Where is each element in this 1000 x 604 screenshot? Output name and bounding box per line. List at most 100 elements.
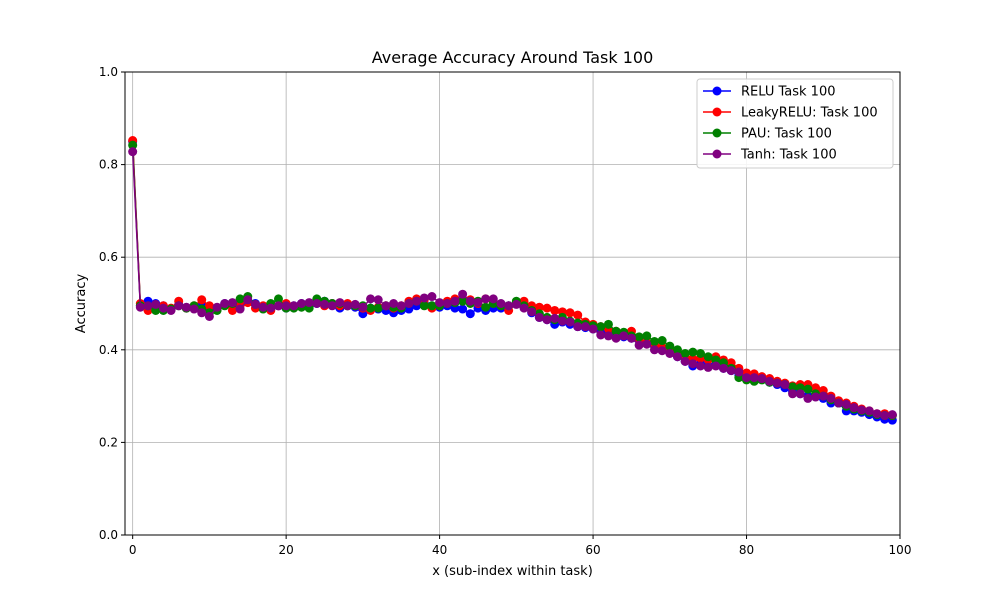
data-point <box>312 299 322 308</box>
data-point <box>335 298 345 308</box>
data-point <box>726 366 736 376</box>
data-point <box>343 301 353 311</box>
y-tick-label: 0.8 <box>99 158 118 172</box>
data-point <box>281 301 291 311</box>
data-point <box>143 301 153 311</box>
data-point <box>826 393 836 403</box>
data-point <box>719 363 729 373</box>
data-point <box>557 316 567 326</box>
data-point <box>189 304 199 314</box>
data-point <box>887 410 897 420</box>
data-point <box>504 301 514 311</box>
series-layer <box>128 136 897 425</box>
data-point <box>634 332 644 342</box>
data-point <box>841 399 851 409</box>
data-point <box>366 294 376 304</box>
data-point <box>872 409 882 419</box>
data-point <box>665 341 675 351</box>
data-point <box>481 302 491 312</box>
data-point <box>596 330 606 340</box>
data-point <box>596 322 606 332</box>
legend-swatch-marker <box>712 149 722 159</box>
data-point <box>227 298 237 308</box>
data-point <box>258 302 268 312</box>
data-point <box>803 393 813 403</box>
data-point <box>197 295 207 305</box>
x-tick-label: 20 <box>278 543 293 557</box>
data-point <box>519 303 529 313</box>
data-point <box>158 303 168 313</box>
data-point <box>304 298 314 308</box>
data-point <box>573 310 583 320</box>
data-point <box>488 294 498 304</box>
data-point <box>788 382 798 392</box>
data-point <box>818 391 828 401</box>
data-point <box>465 296 475 306</box>
data-point <box>550 305 560 315</box>
data-point <box>603 319 613 329</box>
data-point <box>749 373 759 383</box>
legend: RELU Task 100 LeakyRELU: Task 100 PAU: Tas… <box>696 78 894 169</box>
data-point <box>565 308 575 318</box>
data-point <box>542 303 552 313</box>
series-3 <box>128 147 897 421</box>
data-point <box>174 301 184 311</box>
legend-label: Tanh: Task 100 <box>740 148 837 163</box>
data-point <box>450 296 460 306</box>
legend-box <box>696 78 894 169</box>
data-point <box>128 147 138 157</box>
data-point <box>642 331 652 341</box>
legend-swatch-marker <box>712 86 722 96</box>
data-point <box>427 292 437 302</box>
y-tick-label: 0.6 <box>99 250 118 264</box>
data-point <box>711 361 721 371</box>
data-point <box>235 294 245 304</box>
y-tick-label: 0.2 <box>99 435 118 449</box>
data-point <box>396 301 406 311</box>
data-point <box>849 403 859 413</box>
data-point <box>511 299 521 309</box>
legend-entry: PAU: Task 100 <box>703 127 832 142</box>
data-point <box>419 293 429 303</box>
data-point <box>680 356 690 366</box>
data-point <box>197 308 207 318</box>
data-point <box>657 346 667 356</box>
data-point <box>757 374 767 384</box>
data-point <box>580 322 590 332</box>
data-point <box>320 299 329 309</box>
legend-label: LeakyRELU: Task 100 <box>741 106 878 121</box>
data-point <box>220 299 230 308</box>
data-point <box>227 305 237 315</box>
legend-label: PAU: Task 100 <box>741 127 832 142</box>
y-axis-label: Accuracy <box>74 274 89 334</box>
data-point <box>619 331 629 341</box>
data-point <box>435 298 445 308</box>
data-point <box>573 322 583 332</box>
x-tick-label: 0 <box>129 543 137 557</box>
data-point <box>181 302 191 312</box>
axis-ticks: 0 20 40 60 80 100 0.0 0.2 0.4 0.6 0.8 1.0 <box>99 65 912 557</box>
data-point <box>734 367 744 377</box>
data-point <box>780 380 790 390</box>
data-point <box>834 398 844 408</box>
data-point <box>611 333 621 343</box>
data-point <box>389 299 399 308</box>
data-point <box>366 303 376 313</box>
data-point <box>665 349 675 358</box>
data-point <box>565 317 575 327</box>
legend-entry: Tanh: Task 100 <box>703 148 837 163</box>
data-point <box>550 313 560 323</box>
data-point <box>795 389 805 399</box>
data-point <box>496 299 506 308</box>
data-point <box>765 376 775 386</box>
data-point <box>204 311 214 321</box>
data-point <box>880 411 890 421</box>
data-point <box>235 304 245 314</box>
data-point <box>672 345 682 355</box>
data-point <box>458 304 468 314</box>
y-tick-label: 0.0 <box>99 528 118 542</box>
x-tick-label: 60 <box>585 543 600 557</box>
data-point <box>527 307 537 317</box>
data-point <box>688 359 698 369</box>
